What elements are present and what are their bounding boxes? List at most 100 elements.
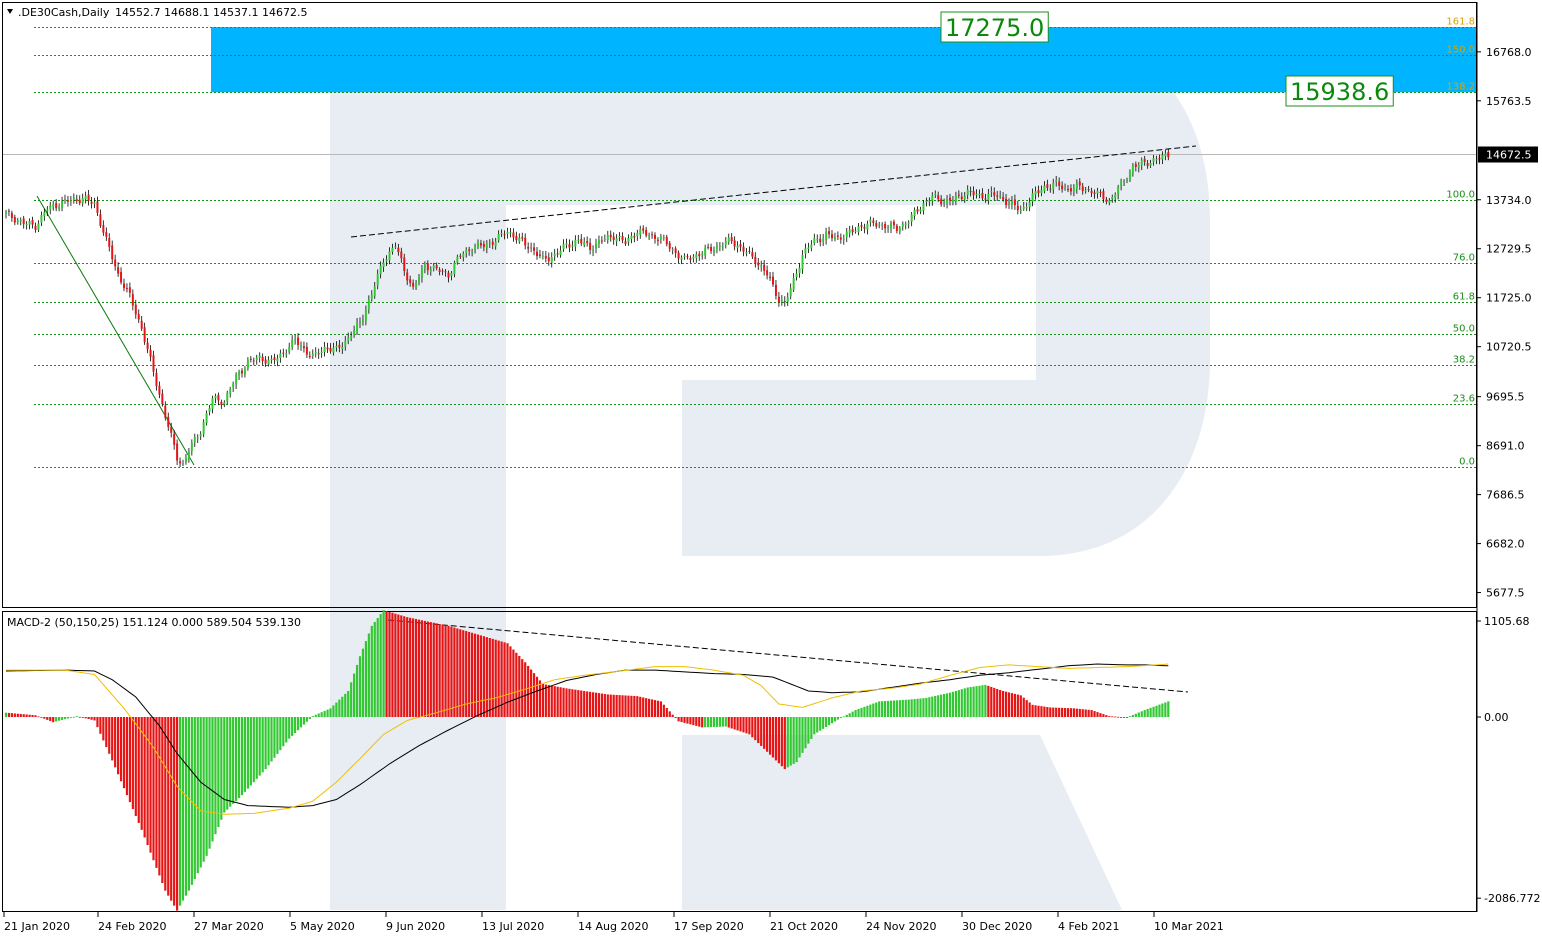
candle-body: [1167, 152, 1170, 158]
candle-body: [1010, 200, 1013, 205]
candle-body: [341, 347, 344, 350]
macd-bar: [66, 717, 70, 719]
date-tick-label: 21 Oct 2020: [770, 920, 838, 933]
candle-body: [232, 383, 235, 388]
macd-bar: [766, 717, 769, 752]
candle-body: [288, 346, 291, 353]
macd-bar: [583, 690, 586, 717]
candle-body: [1043, 185, 1046, 192]
macd-bar: [108, 717, 111, 754]
candle-body: [562, 244, 565, 250]
candle-body: [46, 209, 49, 212]
macd-bar: [385, 611, 388, 717]
candle-body: [677, 252, 680, 259]
price-tick-label: 12729.5: [1486, 243, 1532, 256]
macd-bar: [1152, 706, 1155, 717]
candle-body: [881, 224, 884, 226]
macd-bar: [152, 717, 155, 861]
macd-bar: [417, 619, 421, 717]
candle-body: [949, 197, 951, 201]
date-tick-label: 24 Nov 2020: [866, 920, 936, 933]
candle-body: [16, 220, 19, 223]
macd-bar: [1013, 693, 1016, 717]
macd-bar: [403, 616, 406, 717]
candle-body: [1046, 184, 1049, 188]
candle-body: [202, 422, 205, 435]
candle-body: [872, 220, 875, 223]
macd-bar: [217, 717, 220, 827]
macd-bar: [1096, 712, 1099, 717]
candle-body: [999, 195, 1002, 197]
candle-body: [748, 250, 751, 252]
macd-bar: [1069, 708, 1073, 717]
candle-body: [659, 236, 662, 240]
candle-body: [636, 233, 639, 237]
candle-body: [1081, 186, 1084, 192]
candle-body: [839, 237, 842, 240]
candle-body: [957, 194, 960, 196]
candle-body: [1034, 191, 1037, 195]
chart-menu-arrow-icon[interactable]: [7, 9, 13, 14]
macd-bar: [485, 637, 488, 717]
candle-body: [167, 416, 170, 427]
candle-body: [940, 198, 943, 205]
candle-body: [807, 247, 810, 249]
macd-bar: [925, 697, 928, 717]
candle-body: [951, 200, 954, 202]
candle-body: [438, 269, 441, 272]
macd-bar: [683, 717, 686, 723]
macd-bar: [397, 614, 400, 717]
macd-bar: [1143, 710, 1146, 717]
macd-bar: [754, 717, 757, 741]
macd-bar: [1093, 711, 1096, 717]
macd-bar: [553, 686, 556, 717]
macd-bar: [836, 717, 839, 720]
candle-body: [394, 246, 397, 248]
macd-bar: [748, 717, 751, 735]
candle-body: [43, 212, 46, 217]
candle-body: [140, 320, 143, 329]
candle-body: [356, 322, 359, 331]
candle-body: [919, 209, 922, 212]
macd-bar: [547, 685, 550, 717]
candle-body: [624, 241, 627, 244]
broker-logo-watermark: [330, 28, 1210, 910]
macd-bar: [1066, 708, 1070, 717]
price-tick-label: 6682.0: [1486, 538, 1525, 551]
macd-bar: [650, 699, 654, 717]
candle-body: [913, 210, 916, 217]
candle-body: [249, 358, 252, 360]
macd-bar: [695, 717, 698, 726]
macd-bar: [111, 717, 114, 761]
macd-bar: [193, 717, 196, 880]
macd-bar: [90, 717, 93, 720]
candle-body: [158, 385, 161, 395]
macd-bar: [55, 717, 58, 722]
candle-body: [745, 252, 748, 254]
candle-body: [302, 346, 305, 349]
candle-body: [282, 352, 285, 354]
candle-body: [1128, 171, 1131, 180]
candle-body: [718, 245, 721, 247]
macd-bar: [237, 717, 241, 799]
candle-body: [656, 239, 659, 241]
candle-body: [385, 259, 388, 262]
candle-body: [388, 251, 391, 261]
candle-body: [577, 239, 580, 241]
candle-body: [766, 270, 769, 276]
chart-ohlc: 14552.7 14688.1 14537.1 14672.5: [115, 6, 307, 19]
macd-bar: [400, 615, 403, 717]
macd-bar: [178, 717, 182, 906]
macd-bar: [134, 717, 137, 816]
candle-body: [193, 437, 196, 443]
candle-body: [474, 246, 477, 251]
candle-body: [674, 248, 677, 253]
candle-body: [1111, 196, 1114, 200]
macd-bar: [1046, 707, 1049, 717]
candle-body: [205, 413, 208, 424]
candle-body: [875, 222, 878, 227]
date-tick-label: 14 Aug 2020: [578, 920, 648, 933]
macd-bar: [226, 717, 229, 810]
macd-bar: [341, 696, 344, 717]
candle-body: [600, 240, 603, 242]
